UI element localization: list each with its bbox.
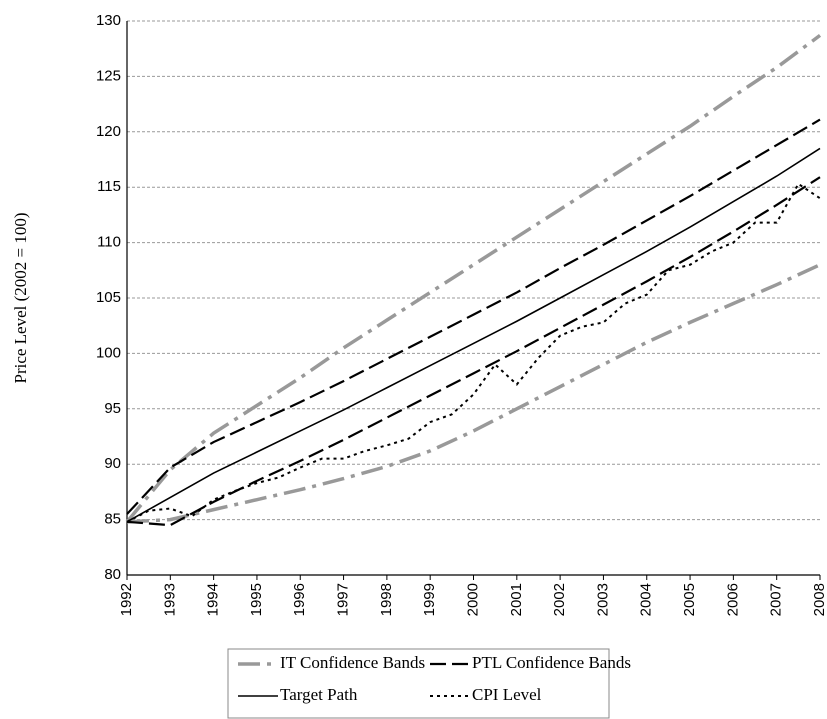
y-tick-label: 125 [96,67,121,84]
y-tick-label: 90 [104,455,121,472]
y-tick-label: 120 [96,123,121,140]
x-tick-label: 2003 [594,583,611,616]
legend-label: IT Confidence Bands [280,653,425,672]
x-tick-label: 2004 [638,583,655,616]
x-tick-label: 2000 [464,583,481,616]
series-line [125,33,822,523]
y-axis-title: Price Level (2002 = 100) [11,212,30,383]
y-tick-label: 80 [104,566,121,583]
series-line [126,118,821,515]
series-line [126,147,821,523]
x-tick-label: 1993 [161,583,178,616]
x-tick-label: 2008 [811,583,827,616]
x-tick-label: 1998 [378,583,395,616]
legend-label: Target Path [280,685,358,704]
legend-label: CPI Level [472,685,542,704]
x-tick-label: 2007 [768,583,785,616]
legend-label: PTL Confidence Bands [472,653,631,672]
y-tick-label: 130 [96,12,121,29]
x-tick-label: 1992 [118,583,135,616]
series-line [126,176,821,527]
legend-box [227,648,610,719]
y-tick-label: 85 [104,511,121,528]
y-tick-label: 110 [97,234,121,251]
x-tick-label: 2001 [508,583,525,616]
series-line [126,182,821,523]
y-tick-label: 95 [104,400,121,417]
x-tick-label: 1996 [291,583,308,616]
x-tick-label: 2002 [551,583,568,616]
series-line [126,263,821,524]
x-tick-label: 1999 [421,583,438,616]
y-tick-label: 100 [96,344,121,361]
x-tick-label: 2006 [724,583,741,616]
x-tick-label: 1994 [205,583,222,616]
x-tick-label: 1995 [248,583,265,616]
y-tick-label: 115 [97,178,121,195]
y-tick-label: 105 [96,289,121,306]
x-tick-label: 2005 [681,583,698,616]
x-tick-label: 1997 [335,583,352,616]
